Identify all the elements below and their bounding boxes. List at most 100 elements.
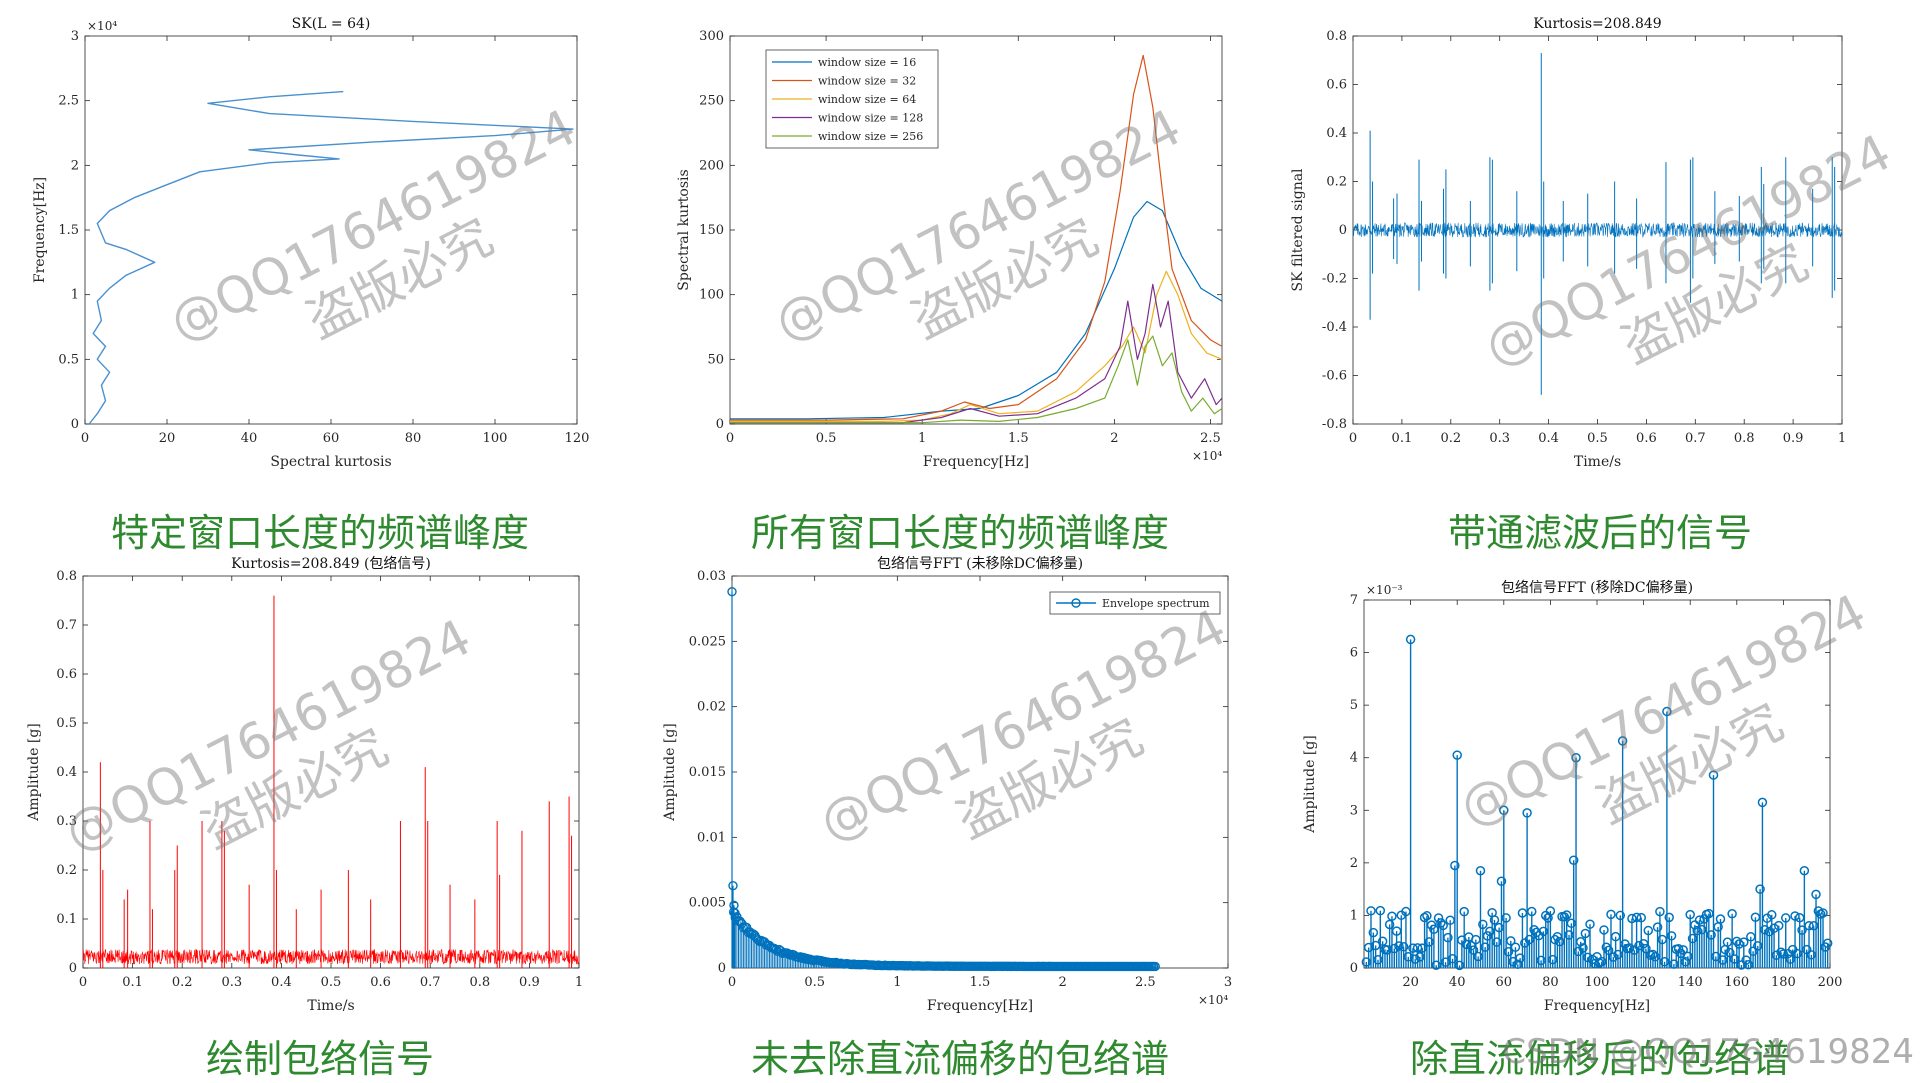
y-tick-label: 3 [71,29,79,44]
spectrum-marker [1757,797,1768,808]
spectrum-marker [1708,770,1719,780]
y-axis-label: Amplitude [g] [662,723,678,822]
y-tick-label: 6 [1350,646,1358,661]
signal-noise [1352,221,1843,239]
x-tick-label: 0.7 [1685,431,1706,446]
x-tick-label: 0 [1349,431,1357,446]
y-tick-label: -0.8 [1322,417,1347,432]
spectrum-marker [1655,906,1665,917]
spectrum-marker [1527,906,1537,917]
chart-title: 包络信号FFT (移除DC偏移量) [1501,580,1693,596]
spectrum-marker [1450,860,1460,871]
spectrum-marker [1732,936,1742,947]
envelope-noise [82,948,580,965]
spectrum-marker [1617,736,1628,746]
spectrum-marker [1443,932,1453,943]
x-tick-label: 0.5 [321,975,342,990]
y-tick-label: 0.1 [56,912,77,927]
spectrum-marker [1725,947,1735,958]
x-tick-label: 0.5 [804,975,825,990]
y-tick-label: 200 [699,158,724,173]
x-tick-label: 0.1 [1392,431,1413,446]
caption: 特定窗口长度的频谱峰度 [110,511,529,555]
y-tick-label: 0.025 [689,634,726,649]
y-axis-label: Frequency[Hz] [32,177,48,283]
x-tick-label: 200 [1818,975,1843,990]
x-tick-label: 40 [241,431,258,446]
caption: 除直流偏移后的包络谱 [1409,1037,1790,1081]
y-tick-label: 0.4 [1326,126,1347,141]
chart-sk-all-windows: 0 0.5 1 1.5 2 2.5 0 50 100 150 200 250 300 Frequency[… [676,29,1223,470]
spectrum-marker [1398,942,1409,952]
y-tick-label: 0.03 [697,569,726,584]
spectrum-marker [1419,912,1430,923]
x-tick-label: 0 [728,975,736,990]
spectrum-marker [1412,943,1423,953]
spectrum-marker [1818,908,1828,918]
x-tick-label: 180 [1771,975,1796,990]
spectrum-marker [1387,911,1397,921]
spectrum-marker [1478,919,1488,930]
x-exponent: ×10⁴ [1192,449,1222,463]
y-tick-label: 0.4 [56,765,77,780]
x-tick-label: 140 [1678,975,1703,990]
spectrum-marker [1715,914,1726,924]
y-tick-label: 0.01 [697,830,726,845]
corner-watermark: CSDN @QQ1764619824 [1502,1032,1914,1072]
x-tick-label: 0.4 [271,975,292,990]
caption: 所有窗口长度的频谱峰度 [750,511,1169,555]
x-tick-label: 100 [483,431,508,446]
spectrum-marker [1631,912,1642,923]
spectrum-marker [1606,909,1616,920]
legend-label: window size = 32 [818,75,916,88]
y-tick-label: 5 [1350,698,1358,713]
spectrum-marker [1475,865,1486,876]
spectrum-marker [1571,752,1581,763]
spectrum-marker [1501,913,1511,923]
series-line [730,54,1223,421]
plot-area [731,575,1229,969]
caption: 绘制包络信号 [205,1037,434,1081]
y-tick-label: 0 [718,961,726,976]
dc-marker [727,586,737,597]
spectrum-marker [1368,927,1379,938]
y-tick-label: 1 [1350,908,1358,923]
spectrum-marker [1652,922,1663,932]
spectrum-marker [1561,910,1572,920]
x-axis-label: Frequency[Hz] [1544,998,1650,1014]
legend-label: window size = 256 [818,130,923,143]
y-tick-label: 0.5 [56,716,77,731]
x-tick-label: 0.9 [519,975,540,990]
y-tick-label: 3 [1350,803,1358,818]
x-tick-label: 1 [893,975,901,990]
spectrum-marker [1585,919,1595,929]
x-tick-label: 2 [1059,975,1067,990]
spectrum-marker [1438,920,1448,931]
spectrum-marker [1790,911,1800,921]
spectrum-marker [1727,908,1737,919]
spectrum-marker [1599,925,1609,935]
x-tick-label: 0.6 [1636,431,1657,446]
spectrum-marker [1636,912,1647,923]
dc-marker [730,908,740,918]
x-exponent: ×10⁴ [1198,993,1228,1007]
y-tick-label: 250 [699,94,724,109]
spectrum-marker [1468,945,1479,955]
spectrum-marker [1799,865,1810,876]
x-tick-label: 60 [323,431,340,446]
spectrum-marker [1767,910,1777,920]
y-tick-label: 0.8 [56,569,77,584]
chart-envelope-fft-nodc: 20 40 60 80 100 120 140 160 180 200 0 1 2 3 4 5 6 7 包络信号FF… [1302,580,1843,1014]
spectrum-marker [1755,884,1765,894]
caption: 未去除直流偏移的包络谱 [750,1037,1169,1081]
panel-sk-single-window: 0 20 40 60 80 100 120 0 0.5 1 1.5 2 2.5 3 SK(L = 64) Sp… [0,0,640,555]
x-tick-label: 0.8 [1734,431,1755,446]
y-tick-label: 0.005 [689,896,726,911]
caption: 带通滤波后的信号 [1447,511,1752,555]
y-tick-label: 0 [1350,961,1358,976]
y-axis-label: Amplitude [g] [26,723,42,822]
spectrum-marker [1559,912,1570,922]
x-tick-label: 0 [726,431,734,446]
spectrum-marker [1666,931,1677,941]
x-tick-label: 0.2 [1440,431,1461,446]
